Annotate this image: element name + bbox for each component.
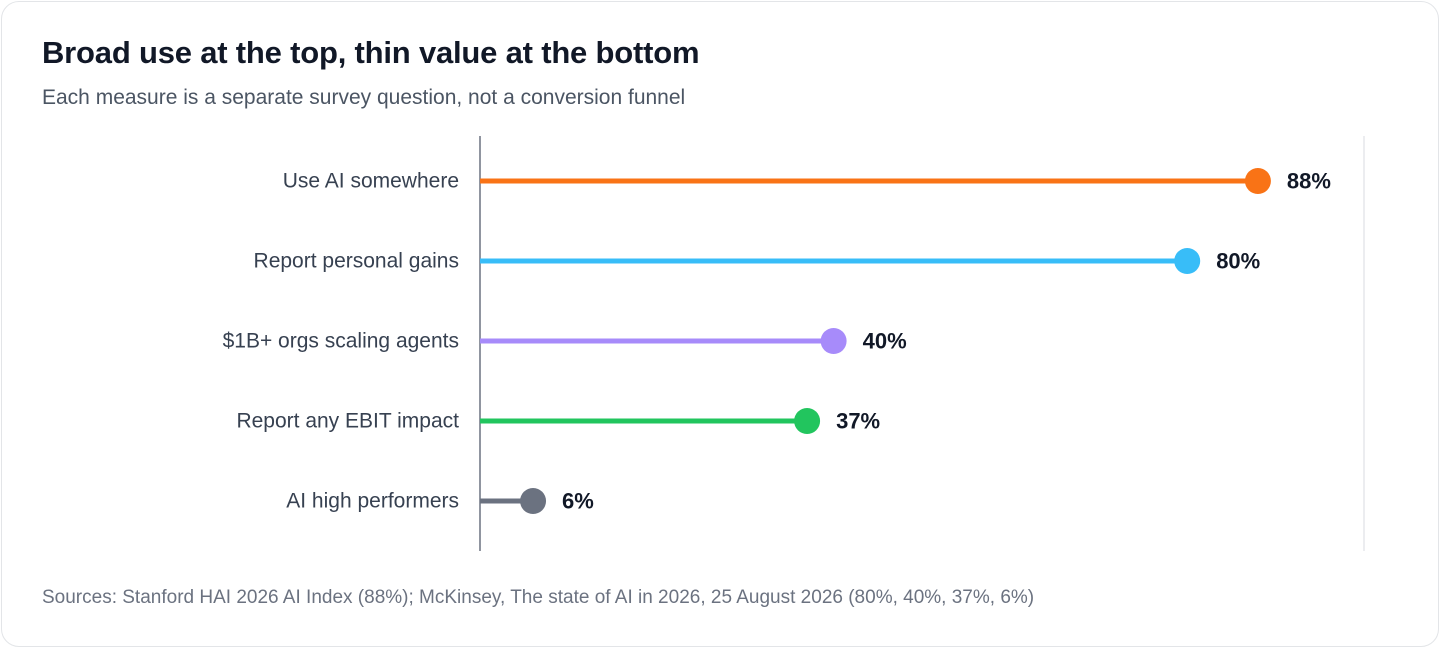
lollipop-dot — [1174, 248, 1201, 274]
lollipop-dot — [1244, 168, 1271, 194]
value-label: 40% — [863, 329, 907, 354]
value-label: 6% — [562, 489, 594, 514]
value-label: 80% — [1216, 249, 1260, 274]
category-label: Use AI somewhere — [283, 170, 459, 193]
category-label: $1B+ orgs scaling agents — [223, 330, 459, 353]
category-label: Report personal gains — [254, 250, 459, 273]
lollipop-dot — [794, 408, 821, 434]
lollipop-dot — [520, 488, 547, 514]
value-label: 88% — [1287, 169, 1331, 194]
chart-source: Sources: Stanford HAI 2026 AI Index (88%… — [42, 587, 1035, 608]
lollipop-dot — [820, 328, 847, 354]
value-label: 37% — [836, 409, 880, 434]
chart-subtitle: Each measure is a separate survey questi… — [42, 86, 686, 109]
chart-title: Broad use at the top, thin value at the … — [42, 35, 700, 70]
category-label: AI high performers — [286, 490, 459, 513]
category-label: Report any EBIT impact — [236, 410, 459, 433]
